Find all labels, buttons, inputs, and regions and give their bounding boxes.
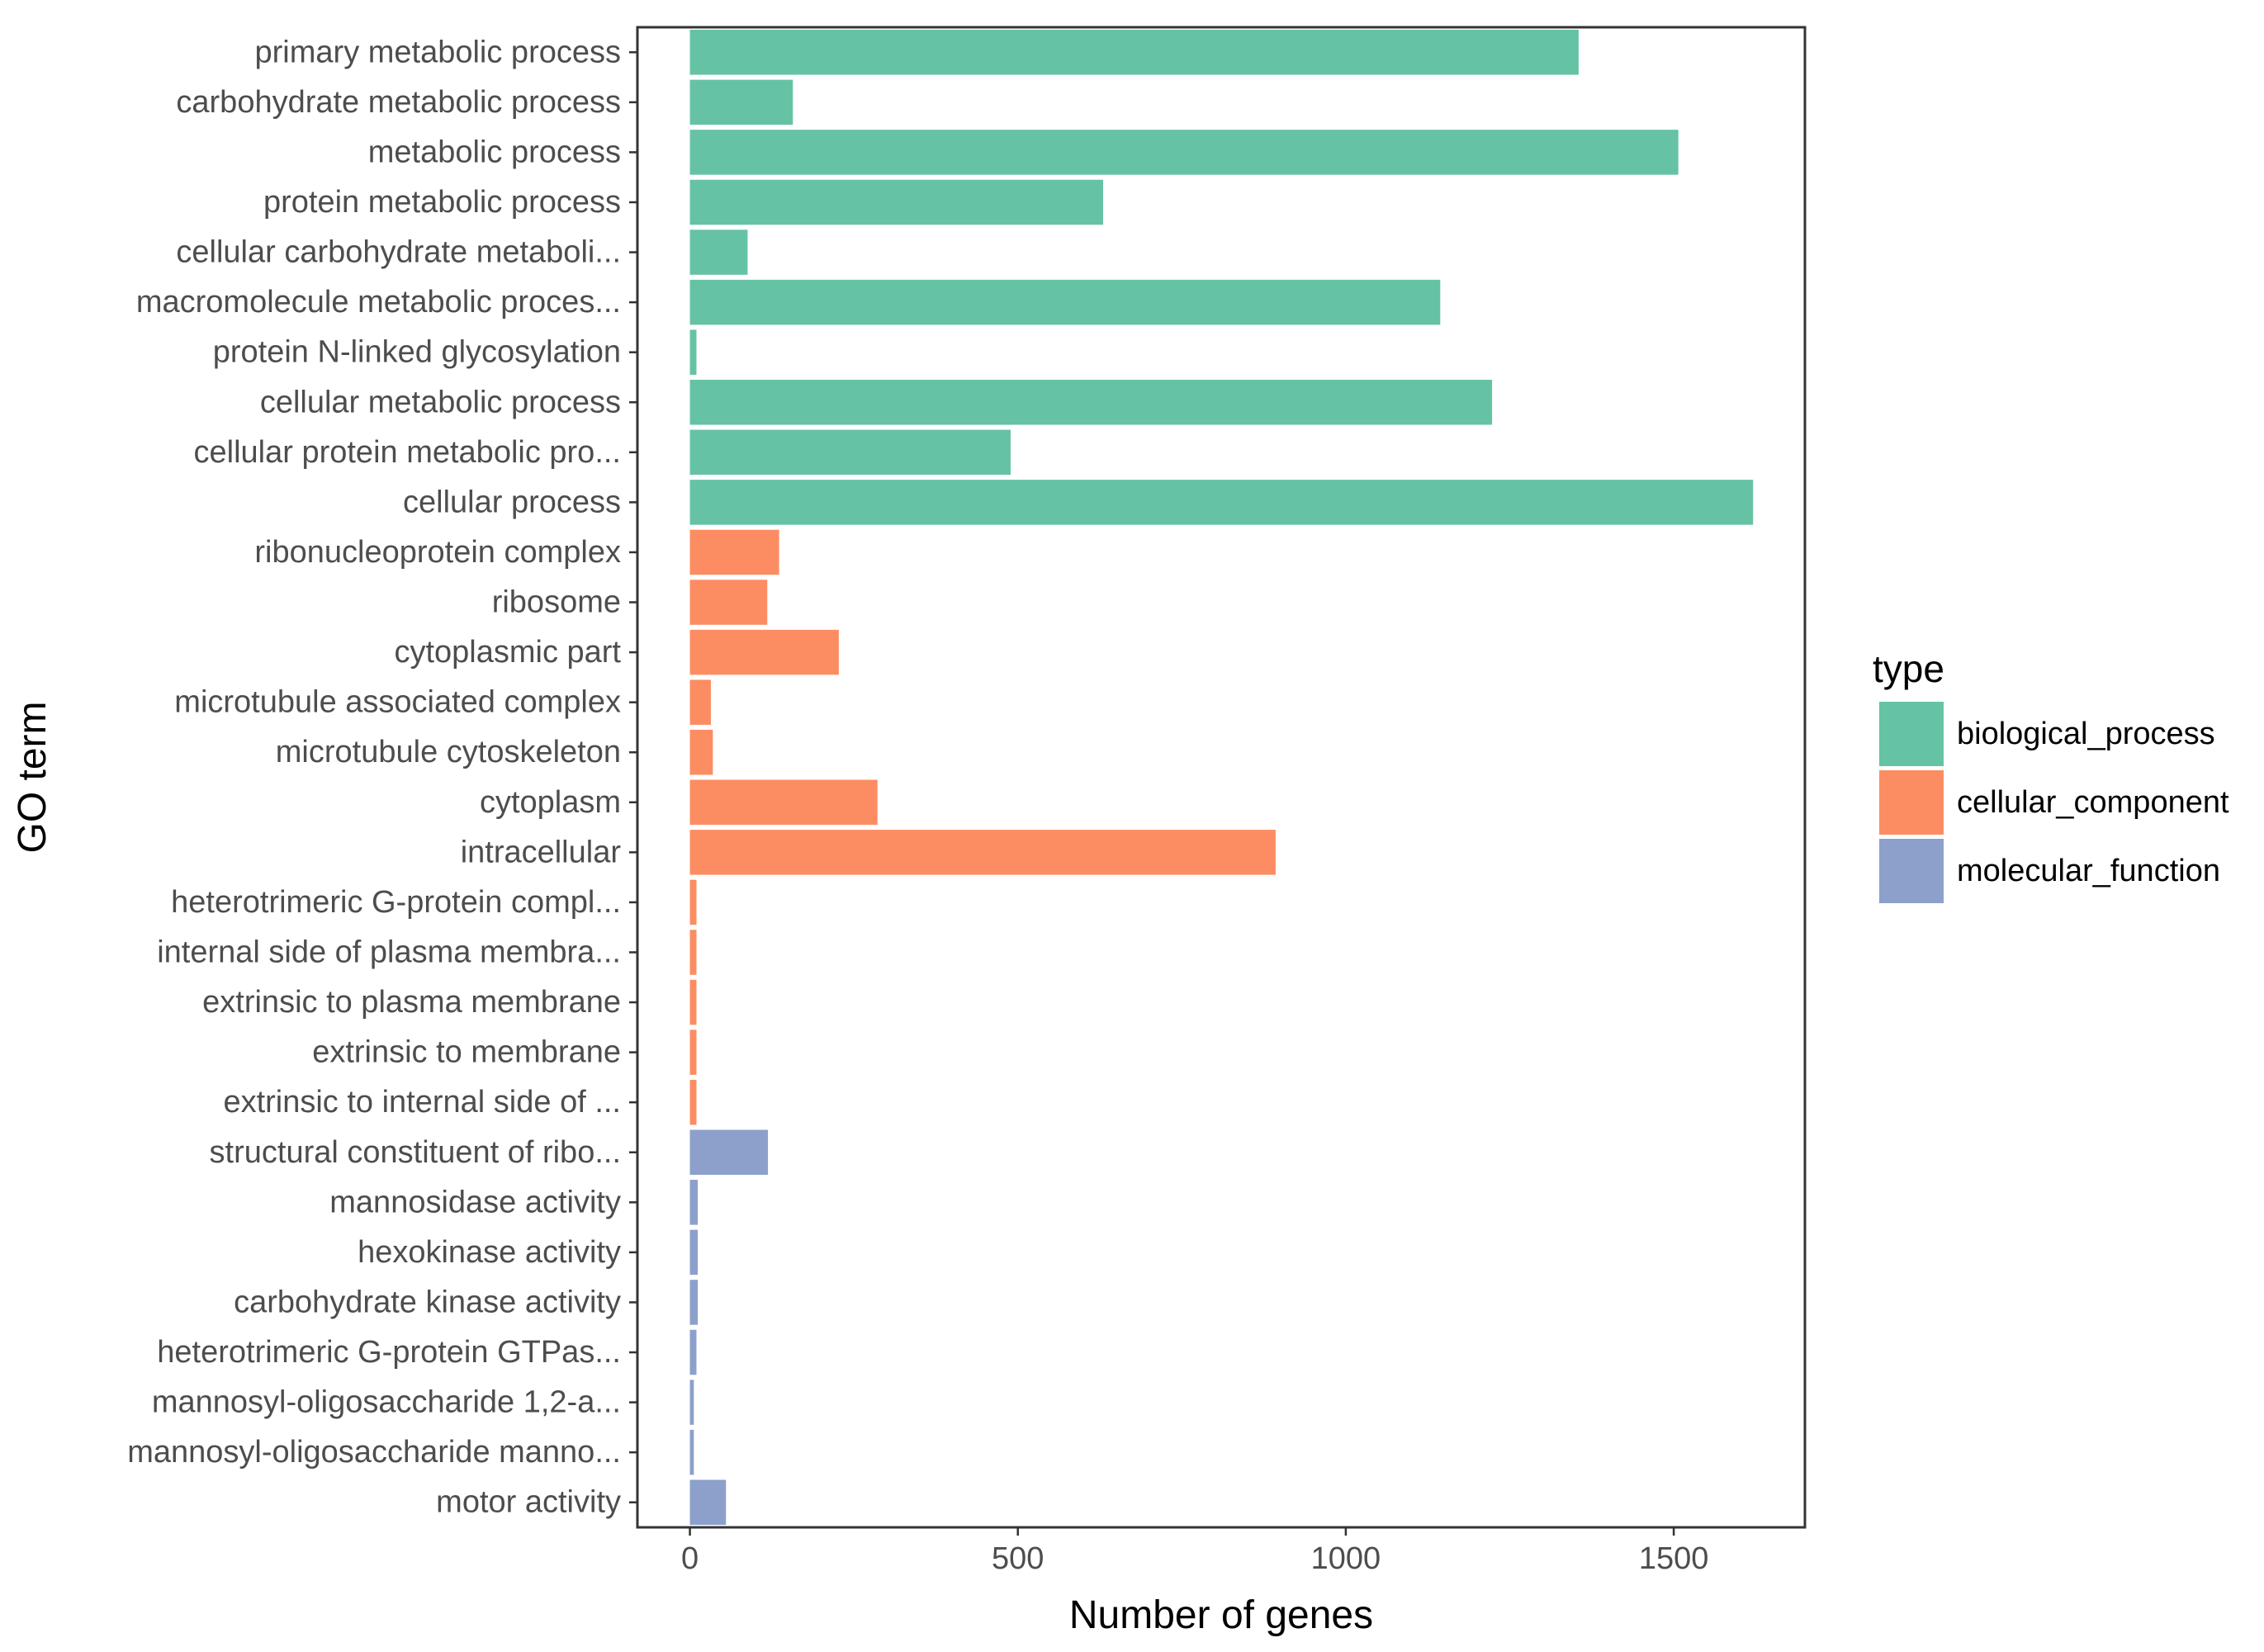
y-category-label: metabolic process — [368, 135, 621, 169]
bar-cellular-process — [689, 480, 1754, 525]
legend: type biological_process cellular_componen… — [1873, 647, 2229, 903]
y-category-label: heterotrimeric G-protein GTPas... — [157, 1335, 621, 1370]
bar-macromolecule-metabolic-proces — [689, 279, 1441, 325]
y-category-label: extrinsic to membrane — [312, 1035, 621, 1070]
y-axis-title: GO term — [11, 701, 54, 853]
y-category-label: protein metabolic process — [263, 185, 621, 220]
y-category-label: primary metabolic process — [255, 35, 621, 69]
y-category-label: macromolecule metabolic proces... — [136, 285, 621, 320]
bar-carbohydrate-kinase-activity — [689, 1280, 699, 1325]
y-category-label: microtubule cytoskeleton — [276, 735, 621, 769]
bar-structural-constituent-of-ribo — [689, 1129, 769, 1176]
y-category-label: cytoplasm — [480, 785, 621, 820]
bar-extrinsic-to-internal-side-of — [689, 1079, 697, 1125]
legend-key-biological-process — [1879, 702, 1944, 766]
bar-cytoplasm — [689, 779, 878, 826]
y-category-label: motor activity — [436, 1485, 621, 1520]
y-category-label: intracellular — [461, 835, 622, 869]
x-tick-label: 1500 — [1639, 1541, 1709, 1576]
bar-cytoplasmic-part — [689, 629, 839, 675]
bar-hexokinase-activity — [689, 1229, 699, 1276]
x-tick-label: 1000 — [1311, 1541, 1381, 1576]
legend-label-molecular-function: molecular_function — [1957, 854, 2220, 888]
x-axis-title: Number of genes — [1069, 1593, 1373, 1637]
y-category-label: mannosidase activity — [329, 1185, 621, 1219]
bar-cellular-carbohydrate-metaboli — [689, 230, 748, 275]
y-category-label: ribosome — [492, 585, 621, 620]
bar-motor-activity — [689, 1479, 727, 1525]
bar-microtubule-cytoskeleton — [689, 729, 713, 775]
bar-extrinsic-to-membrane — [689, 1030, 697, 1075]
plot-panel-border — [636, 26, 1807, 1529]
y-category-label: carbohydrate kinase activity — [234, 1285, 621, 1319]
bar-heterotrimeric-g-protein-compl — [689, 879, 697, 925]
y-category-label: cytoplasmic part — [394, 635, 621, 670]
bars-layer — [689, 30, 1754, 1525]
bar-cellular-protein-metabolic-pro — [689, 429, 1011, 476]
y-category-label: mannosyl-oligosaccharide manno... — [127, 1435, 621, 1470]
y-category-label: structural constituent of ribo... — [210, 1135, 621, 1170]
bar-mannosidase-activity — [689, 1180, 699, 1225]
bar-internal-side-of-plasma-membra — [689, 930, 697, 975]
y-category-label: heterotrimeric G-protein compl... — [171, 885, 621, 920]
legend-key-cellular-component — [1879, 770, 1944, 835]
bar-carbohydrate-metabolic-process — [689, 79, 793, 125]
x-axis-ticks: 0 500 1000 1500 — [681, 1527, 1708, 1576]
y-category-label: microtubule associated complex — [174, 685, 621, 720]
y-category-label: cellular process — [403, 485, 621, 519]
bar-ribonucleoprotein-complex — [689, 529, 779, 575]
x-tick-label: 500 — [992, 1541, 1044, 1576]
bar-ribosome — [689, 580, 768, 625]
bar-metabolic-process — [689, 130, 1679, 175]
legend-entries: biological_process cellular_componentmole… — [1879, 702, 2229, 903]
legend-key-molecular-function — [1879, 839, 1944, 903]
y-category-label: mannosyl-oligosaccharide 1,2-a... — [152, 1385, 621, 1420]
x-tick-label: 0 — [681, 1541, 699, 1576]
legend-label-cellular-component: cellular_component — [1957, 785, 2229, 820]
bar-extrinsic-to-plasma-membrane — [689, 979, 697, 1025]
bar-heterotrimeric-g-protein-gtpas — [689, 1329, 697, 1375]
y-axis-category-labels: primary metabolic process carbohydrate me… — [127, 35, 637, 1520]
y-category-label: extrinsic to internal side of ... — [223, 1085, 621, 1119]
bar-mannosyl-oligosaccharide-manno — [689, 1429, 694, 1475]
y-category-label: protein N-linked glycosylation — [213, 335, 621, 370]
bar-protein-n-linked-glycosylation — [689, 329, 697, 375]
bar-protein-metabolic-process — [689, 179, 1104, 225]
y-category-label: carbohydrate metabolic process — [176, 85, 621, 120]
y-category-label: internal side of plasma membra... — [157, 935, 621, 969]
bar-microtubule-associated-complex — [689, 679, 711, 725]
legend-label-biological-process: biological_process — [1957, 717, 2215, 751]
bar-primary-metabolic-process — [689, 30, 1579, 75]
legend-title: type — [1873, 647, 1944, 690]
y-category-label: hexokinase activity — [358, 1235, 621, 1270]
bar-cellular-metabolic-process — [689, 379, 1493, 425]
y-category-label: cellular carbohydrate metaboli... — [176, 235, 621, 270]
y-category-label: cellular metabolic process — [260, 385, 621, 419]
bar-intracellular — [689, 830, 1276, 875]
y-category-label: ribonucleoprotein complex — [254, 535, 621, 570]
y-category-label: cellular protein metabolic pro... — [194, 435, 621, 470]
bar-mannosyl-oligosaccharide-1-2-a — [689, 1380, 694, 1425]
y-category-label: extrinsic to plasma membrane — [202, 985, 621, 1020]
